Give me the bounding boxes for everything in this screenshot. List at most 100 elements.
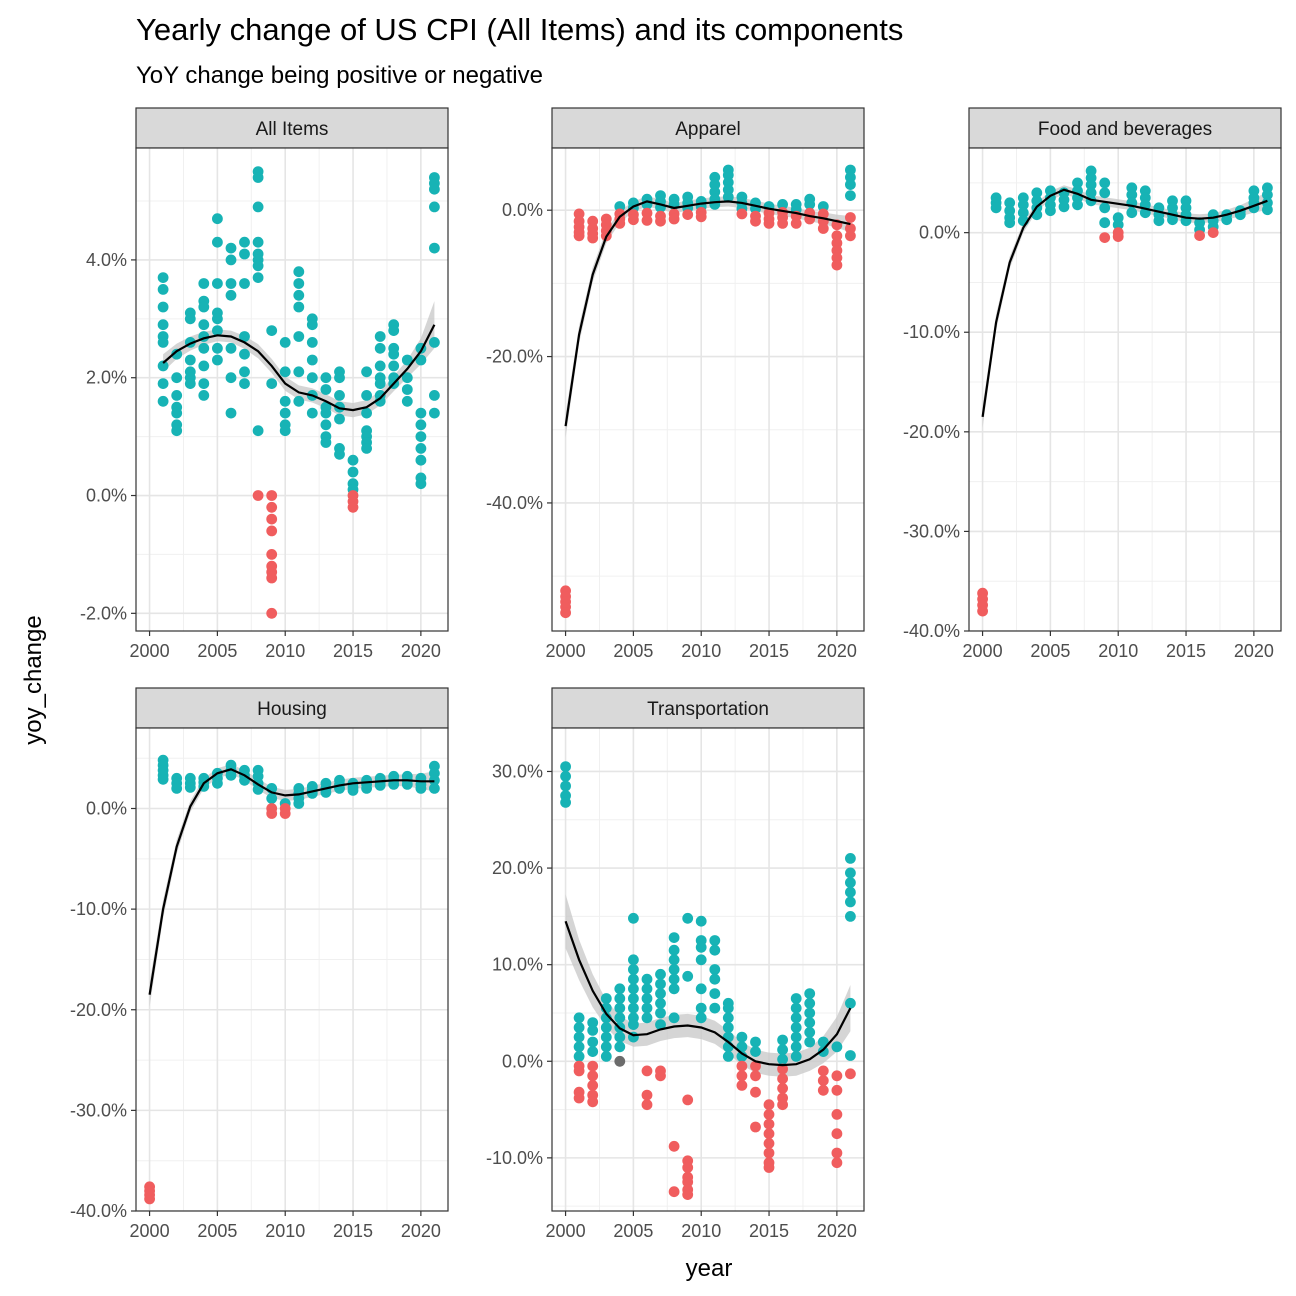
- data-point: [587, 1046, 599, 1057]
- data-point: [184, 378, 196, 389]
- data-point: [415, 454, 427, 466]
- data-point: [429, 407, 440, 419]
- data-point: [252, 490, 264, 501]
- data-point: [763, 1109, 775, 1120]
- data-point: [750, 1070, 761, 1082]
- smooth-line: [564, 200, 851, 427]
- data-point: [641, 1089, 653, 1101]
- data-point: [388, 348, 400, 360]
- data-point: [225, 254, 237, 266]
- data-point: [587, 1025, 599, 1036]
- facet-strip-label: Apparel: [675, 119, 741, 140]
- data-point: [628, 983, 639, 995]
- data-point: [306, 372, 318, 384]
- data-point: [845, 877, 856, 888]
- data-point: [252, 272, 264, 283]
- data-point: [695, 915, 707, 927]
- data-point: [401, 395, 413, 407]
- data-point: [374, 342, 386, 354]
- x-tick-label: 2010: [681, 641, 721, 661]
- data-point: [722, 191, 734, 203]
- data-point: [252, 425, 264, 437]
- data-point: [266, 490, 278, 501]
- data-point: [736, 1060, 748, 1072]
- data-point: [682, 970, 694, 982]
- panel-all-items: All Items -2.0% 0.0% 2.0% 4.0% 2000 2005 2010 20…: [80, 107, 449, 661]
- panel-border: [968, 147, 1282, 632]
- data-point: [628, 954, 639, 966]
- data-point: [709, 199, 721, 210]
- data-point: [668, 954, 680, 966]
- smooth-line: [981, 188, 1268, 418]
- panel-border: [551, 727, 865, 1212]
- panel-plot-area: [552, 728, 864, 1211]
- data-point: [709, 944, 721, 956]
- data-point: [682, 1189, 694, 1200]
- data-point: [347, 501, 359, 513]
- data-point: [763, 1118, 775, 1130]
- data-point: [709, 988, 721, 999]
- y-tick-label: 10.0%: [492, 955, 543, 975]
- data-point: [804, 1036, 816, 1048]
- data-point: [641, 973, 653, 985]
- data-point: [415, 783, 427, 794]
- data-point: [817, 1036, 829, 1048]
- smooth-line: [162, 324, 436, 412]
- y-tick-label: 2.0%: [86, 368, 127, 388]
- data-point: [239, 378, 250, 389]
- data-point: [668, 944, 680, 956]
- data-point: [614, 983, 626, 995]
- panel-border: [135, 727, 449, 1212]
- data-point: [668, 1012, 680, 1024]
- data-point: [1194, 230, 1205, 242]
- data-point: [1167, 214, 1178, 226]
- y-tick-label: -20.0%: [903, 422, 960, 442]
- data-point: [306, 407, 318, 419]
- data-point: [279, 808, 291, 819]
- y-tick-label: -20.0%: [70, 1000, 127, 1020]
- data-point: [804, 199, 816, 210]
- data-point: [374, 360, 386, 372]
- x-tick-label: 2005: [197, 641, 237, 661]
- data-point: [279, 395, 291, 407]
- data-point: [374, 395, 386, 407]
- data-point: [560, 770, 571, 782]
- data-point: [790, 1002, 802, 1014]
- data-point: [628, 964, 639, 975]
- data-point: [628, 973, 639, 985]
- data-point: [225, 769, 237, 781]
- data-point: [198, 390, 210, 401]
- x-tick-label: 2000: [546, 641, 586, 661]
- data-point: [600, 1031, 612, 1043]
- data-point: [587, 1036, 599, 1048]
- data-point: [655, 968, 666, 980]
- data-point: [157, 337, 169, 348]
- data-point: [1262, 204, 1273, 216]
- data-point: [306, 354, 318, 366]
- x-tick-label: 2005: [613, 641, 653, 661]
- data-point: [266, 501, 278, 513]
- data-point: [817, 1046, 829, 1057]
- data-point: [401, 384, 413, 395]
- data-point: [587, 1060, 599, 1072]
- data-point: [293, 278, 305, 289]
- y-tick-label: -10.0%: [486, 1148, 543, 1168]
- data-point: [736, 1041, 748, 1053]
- data-point: [736, 1051, 748, 1062]
- data-point: [1099, 202, 1111, 214]
- data-point: [1221, 214, 1233, 226]
- data-point: [266, 325, 278, 336]
- data-point: [641, 993, 653, 1004]
- data-point: [682, 1094, 694, 1106]
- data-point: [429, 783, 440, 794]
- data-point: [266, 808, 278, 819]
- data-point: [212, 278, 223, 289]
- data-point: [750, 1060, 761, 1072]
- y-tick-label: 0.0%: [502, 1051, 543, 1071]
- data-point: [157, 395, 169, 407]
- data-point: [198, 378, 210, 389]
- data-point: [845, 886, 856, 898]
- y-tick-label: -40.0%: [70, 1201, 127, 1221]
- data-point: [239, 366, 250, 378]
